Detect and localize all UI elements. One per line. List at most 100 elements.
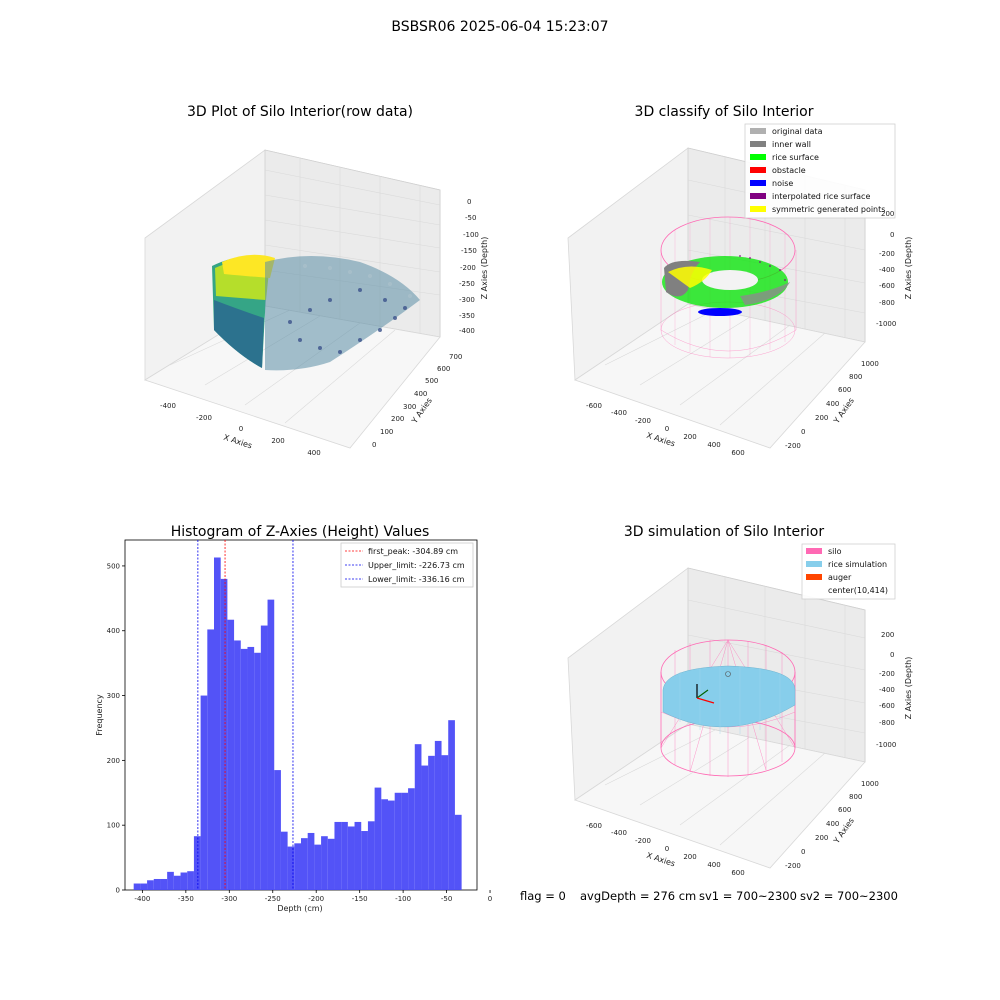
- histogram-bar: [254, 652, 261, 890]
- histogram-bar: [394, 792, 402, 890]
- histogram-y-tick-label: 0: [116, 887, 120, 895]
- classify-legend-entry-noise: noise: [750, 179, 793, 188]
- classify-3d-x-ticks: -600 -400 -200 0 200 400 600: [586, 402, 745, 457]
- raw-z-tick-2: -50: [465, 214, 476, 222]
- simulation-z-tick-6: -800: [879, 719, 895, 727]
- raw-y-tick-2: 100: [380, 428, 393, 436]
- classify-legend-entry-inner-wall: inner wall: [750, 140, 811, 149]
- simulation-legend-label-center: center(10,414): [828, 586, 888, 595]
- simulation-z-label: Z Axies (Depth): [904, 657, 913, 720]
- raw-3d-surface: [212, 254, 420, 371]
- histogram-y-tick-label: 300: [107, 692, 120, 700]
- histogram-bar: [341, 821, 348, 890]
- histogram-bar: [388, 800, 395, 890]
- histogram-x-tick-label: -50: [441, 895, 452, 903]
- raw-3d-y-ticks: 0 100 200 300 400 500 600 700: [372, 353, 462, 449]
- histogram-bar: [133, 883, 141, 890]
- histogram-bar: [167, 871, 174, 890]
- histogram-bar: [140, 883, 148, 890]
- histogram-x-tick-label: -250: [265, 895, 281, 903]
- classify-y-tick-6: 800: [849, 373, 862, 381]
- raw-x-tick-2: -200: [196, 414, 212, 422]
- histogram-y-tick-label: 200: [107, 757, 120, 765]
- classify-legend-entry-symmetric: symmetric generated points: [750, 205, 885, 214]
- simulation-y-tick-4: 400: [826, 820, 839, 828]
- figure-suptitle: BSBSR06 2025-06-04 15:23:07: [391, 19, 608, 35]
- raw-x-label: X Axies: [222, 433, 253, 451]
- histogram-x-ticks: -400 -350 -300 -250 -200 -150 -100 -50 0: [134, 890, 492, 903]
- histogram-y-tick-label: 500: [107, 562, 120, 570]
- simulation-y-tick-2: 0: [801, 848, 805, 856]
- simulation-x-tick-1: -600: [586, 822, 602, 830]
- histogram-legend-entry-upper-limit: Upper_limit: -226.73 cm: [345, 561, 465, 570]
- simulation-x-tick-5: 200: [683, 853, 696, 861]
- histogram-x-tick-label: -300: [221, 895, 237, 903]
- histogram-reference-lines: [197, 540, 294, 890]
- simulation-z-tick-2: 0: [890, 651, 894, 659]
- simulation-legend-label-silo: silo: [828, 547, 842, 556]
- histogram-bar: [421, 765, 429, 890]
- classify-legend-label-original: original data: [772, 127, 823, 136]
- classify-z-tick-7: -1000: [876, 320, 896, 328]
- histogram-legend-label-lower-limit: Lower_limit: -336.16 cm: [368, 575, 465, 584]
- panel-simulation-3d: 3D simulation of Silo Interior: [567, 524, 913, 877]
- histogram-bar: [327, 838, 335, 890]
- classify-legend-label-rice-surface: rice surface: [772, 153, 819, 162]
- histogram-y-tick-label: 100: [107, 822, 120, 830]
- classify-legend-label-noise: noise: [772, 179, 793, 188]
- histogram-bar: [448, 720, 455, 890]
- histogram-bar: [314, 844, 322, 890]
- panel-histogram: Histogram of Z-Axies (Height) Values -40…: [95, 524, 492, 913]
- classify-z-label: Z Axies (Depth): [904, 237, 913, 300]
- classify-legend-swatch-interpolated: [750, 193, 766, 199]
- classify-legend-swatch-original: [750, 128, 766, 134]
- raw-y-tick-7: 600: [437, 365, 450, 373]
- simulation-x-tick-2: -400: [611, 829, 627, 837]
- raw-z-tick-4: -150: [461, 247, 477, 255]
- classify-legend-entry-obstacle: obstacle: [750, 166, 806, 175]
- classify-z-tick-4: -400: [879, 266, 895, 274]
- classify-legend-label-symmetric: symmetric generated points: [772, 205, 885, 214]
- classify-legend-label-inner-wall: inner wall: [772, 140, 811, 149]
- histogram-x-tick-label: -200: [308, 895, 324, 903]
- panel-classify-3d: 3D classify of Silo Interior: [567, 104, 913, 457]
- raw-y-tick-4: 300: [403, 403, 416, 411]
- histogram-bar: [260, 625, 268, 890]
- histogram-bar: [381, 799, 389, 890]
- histogram-bar: [160, 878, 168, 890]
- simulation-legend: silo rice simulation auger center(10,414…: [801, 543, 896, 600]
- classify-legend: original data inner wall rice surface ob…: [744, 123, 896, 219]
- classify-x-tick-7: 600: [731, 449, 744, 457]
- simulation-3d-x-ticks: -600 -400 -200 0 200 400 600: [586, 822, 745, 877]
- histogram-x-tick-label: -350: [178, 895, 194, 903]
- classify-legend-entry-interpolated: interpolated rice surface: [750, 192, 870, 201]
- simulation-x-tick-3: -200: [635, 837, 651, 845]
- simulation-legend-swatch-auger: [806, 574, 822, 580]
- classify-z-tick-2: 0: [890, 231, 894, 239]
- simulation-legend-entry-rice: rice simulation: [806, 560, 887, 569]
- classify-x-tick-1: -600: [586, 402, 602, 410]
- footer-sv1: sv1 = 700~2300: [699, 889, 797, 903]
- classify-y-tick-5: 600: [838, 386, 851, 394]
- simulation-y-tick-5: 600: [838, 806, 851, 814]
- simulation-y-tick-7: 1000: [861, 780, 879, 788]
- classify-z-tick-6: -800: [879, 299, 895, 307]
- rice-simulation-surface: [662, 665, 796, 728]
- simulation-legend-entry-auger: auger: [806, 573, 852, 582]
- simulation-3d-y-ticks: -200 0 200 400 600 800 1000: [785, 780, 879, 870]
- histogram-bar: [334, 821, 342, 890]
- classify-x-tick-4: 0: [665, 425, 669, 433]
- classify-legend-swatch-inner-wall: [750, 141, 766, 147]
- simulation-y-tick-1: -200: [785, 862, 801, 870]
- panel-raw-3d: 3D Plot of Silo Interior(row data): [144, 104, 489, 457]
- footer-sv2: sv2 = 700~2300: [800, 889, 898, 903]
- classify-legend-swatch-noise: [750, 180, 766, 186]
- raw-z-tick-5: -200: [460, 264, 476, 272]
- histogram-bar: [301, 838, 308, 890]
- raw-z-label: Z Axies (Depth): [480, 237, 489, 300]
- histogram-bar: [347, 826, 355, 890]
- histogram-bar: [454, 814, 462, 890]
- simulation-z-tick-5: -600: [879, 702, 895, 710]
- panel-classify-title: 3D classify of Silo Interior: [635, 104, 814, 120]
- histogram-bar: [434, 740, 442, 890]
